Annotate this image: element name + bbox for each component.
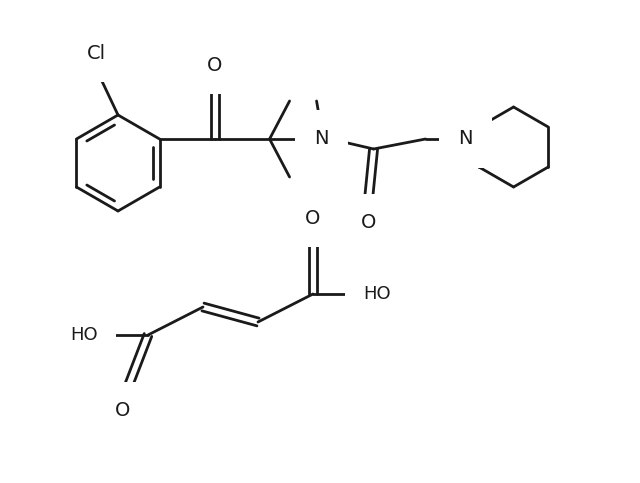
Text: N: N xyxy=(458,129,473,148)
Text: O: O xyxy=(115,401,131,420)
Text: N: N xyxy=(314,129,329,148)
Text: O: O xyxy=(361,213,376,232)
Text: O: O xyxy=(305,209,321,228)
Text: O: O xyxy=(207,56,222,75)
Text: HO: HO xyxy=(363,285,390,303)
Text: Cl: Cl xyxy=(86,44,106,63)
Text: HO: HO xyxy=(70,326,98,344)
